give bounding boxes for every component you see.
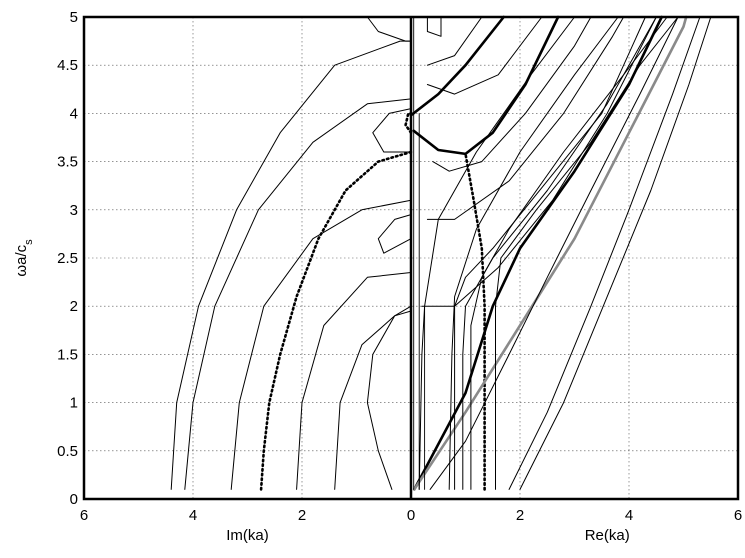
series-curve-4 — [334, 310, 412, 490]
y-axis-label-subscript: s — [23, 239, 35, 245]
series-curve-23 — [432, 16, 592, 172]
series-curve-20 — [448, 16, 619, 490]
series-curve-2 — [230, 199, 412, 490]
series-curve-21 — [495, 16, 679, 490]
x-tick-label-4: 2 — [516, 507, 524, 524]
y-tick-label-6: 3 — [70, 202, 78, 219]
x-tick-label-6: 6 — [734, 507, 742, 524]
series-curve-25 — [426, 16, 483, 66]
series-curve-19 — [470, 16, 668, 490]
series-curve-10 — [259, 150, 413, 491]
series-curve-8 — [366, 16, 412, 42]
series-curve-24 — [426, 16, 543, 95]
y-axis-label: ωa/cs — [13, 239, 35, 277]
series-curve-3 — [296, 272, 412, 490]
y-tick-label-3: 1.5 — [57, 346, 78, 363]
series-curve-0 — [170, 40, 412, 490]
plot-curves — [170, 15, 712, 491]
x-tick-label-3: 0 — [407, 507, 415, 524]
plot-frame — [82, 15, 740, 501]
series-curve-13 — [413, 15, 663, 491]
y-tick-label-1: 0.5 — [57, 443, 78, 460]
x-tick-label-1: 4 — [189, 507, 197, 524]
series-curve-9 — [426, 16, 442, 37]
series-curve-14 — [413, 15, 688, 491]
x-tick-label-0: 6 — [80, 507, 88, 524]
series-curve-7 — [372, 108, 412, 153]
series-curve-30 — [421, 16, 657, 307]
series-curve-1 — [184, 98, 412, 490]
y-tick-label-9: 4.5 — [57, 57, 78, 74]
series-curve-12 — [464, 152, 486, 491]
series-curve-16 — [412, 15, 560, 156]
x-tick-label-2: 2 — [298, 507, 306, 524]
x-axis-label-im: Im(ka) — [226, 527, 269, 544]
series-curve-6 — [377, 214, 412, 254]
y-tick-label-2: 1 — [70, 395, 78, 412]
series-curve-28 — [519, 16, 712, 490]
y-tick-label-0: 0 — [70, 491, 78, 508]
series-curve-27 — [508, 16, 701, 490]
y-tick-label-7: 3.5 — [57, 154, 78, 171]
x-tick-label-5: 4 — [625, 507, 633, 524]
series-curve-26 — [426, 16, 625, 220]
y-tick-label-5: 2.5 — [57, 250, 78, 267]
y-tick-labels: 0 0.5 1 1.5 2 2.5 3 3.5 4 4.5 5 — [57, 9, 78, 508]
series-curve-15 — [409, 15, 505, 117]
series-curve-29 — [429, 16, 679, 490]
y-tick-label-8: 4 — [70, 105, 78, 122]
y-tick-label-4: 2 — [70, 298, 78, 315]
y-axis-label-main: ωa/c — [13, 244, 30, 276]
x-axis-label-re: Re(ka) — [585, 527, 630, 544]
y-tick-label-10: 5 — [70, 9, 78, 26]
x-tick-labels: 6 4 2 0 2 4 6 — [80, 507, 742, 524]
series-curve-5 — [366, 305, 412, 490]
series-curve-11 — [404, 112, 413, 134]
